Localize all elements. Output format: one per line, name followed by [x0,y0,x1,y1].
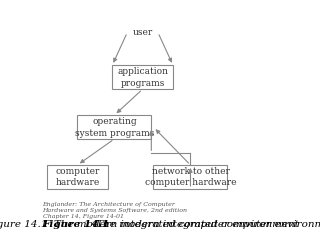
FancyBboxPatch shape [47,165,108,189]
Text: Chapter 14, Figure 14-01: Chapter 14, Figure 14-01 [43,214,124,219]
FancyBboxPatch shape [77,115,151,139]
Text: Figure 14.1: Figure 14.1 [43,220,110,229]
Text: computer
hardware: computer hardware [55,167,100,187]
Text: Hardware and Systems Software, 2nd edition: Hardware and Systems Software, 2nd editi… [43,208,188,213]
FancyBboxPatch shape [154,165,228,189]
Text: Englander: The Architecture of Computer: Englander: The Architecture of Computer [43,202,175,207]
Text: network to other
computer hardware: network to other computer hardware [145,167,236,187]
Text: operating
system programs: operating system programs [75,117,154,138]
Text: Figure 14.1  The modern integrated computer environment: Figure 14.1 The modern integrated comput… [0,220,299,229]
Text: The modern integrated computer environment: The modern integrated computer environme… [92,220,320,229]
FancyBboxPatch shape [112,66,173,89]
Text: application
programs: application programs [117,67,168,88]
Text: user: user [132,28,153,37]
